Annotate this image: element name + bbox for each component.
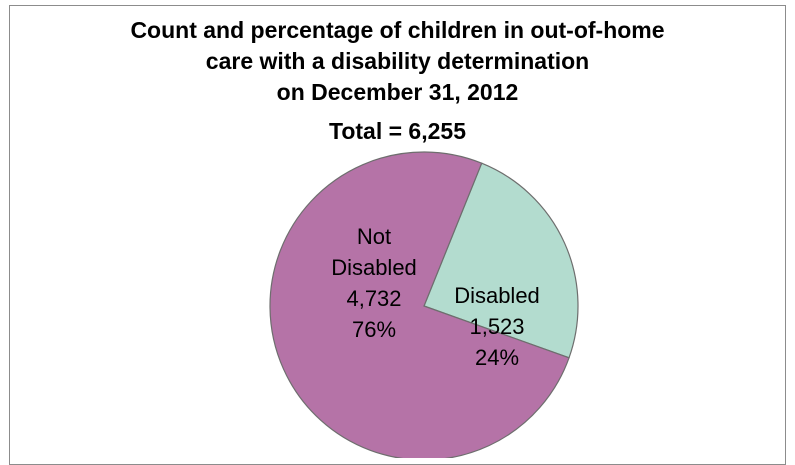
- slice-label-0-line-2: 4,732: [346, 286, 401, 311]
- slice-label-0-line-3: 76%: [352, 317, 396, 342]
- slice-label-0-line-1: Disabled: [331, 255, 417, 280]
- slice-label-1-line-1: 1,523: [469, 314, 524, 339]
- slice-label-1-line-0: Disabled: [454, 283, 540, 308]
- chart-title-line-3: on December 31, 2012: [276, 79, 519, 105]
- pie-slice-0: [269, 151, 570, 458]
- slice-label-1-line-2: 24%: [475, 345, 519, 370]
- slice-label-0-line-0: Not: [357, 224, 391, 249]
- chart-title-line-2: care with a disability determination: [205, 48, 590, 74]
- chart-title-line-1: Count and percentage of children in out-…: [130, 17, 665, 43]
- chart-subtitle-total: Total = 6,255: [328, 118, 466, 144]
